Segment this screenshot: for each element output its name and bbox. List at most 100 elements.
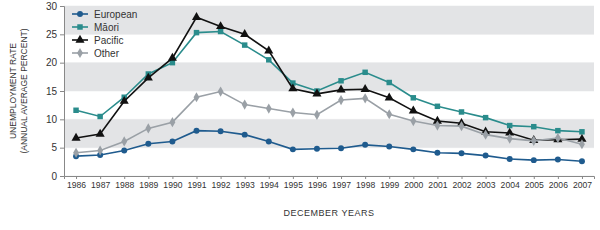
x-tick: 2001 [428, 176, 447, 190]
x-tick: 2003 [477, 176, 496, 190]
y-tick: 15 [46, 86, 64, 97]
data-point [555, 128, 560, 133]
x-tick-mark [317, 176, 318, 179]
legend-item: Pacific [72, 35, 123, 46]
y-tick-label: 5 [51, 142, 57, 153]
data-point [96, 129, 105, 137]
x-tick-mark [148, 176, 149, 179]
data-point [507, 134, 513, 144]
data-point [531, 136, 537, 146]
y-tick-mark [60, 91, 64, 92]
x-tick: 2002 [452, 176, 471, 190]
grid-line [64, 34, 594, 35]
x-tick: 1991 [187, 176, 206, 190]
data-point [459, 109, 464, 114]
data-point [218, 29, 223, 34]
series-line [76, 17, 582, 140]
y-tick-mark [60, 119, 64, 120]
x-axis-line [65, 177, 595, 180]
chart: 0 5 10 15 20 25 30 1986 1987 1988 1989 1990 1991 1992… [0, 0, 600, 230]
data-point [73, 148, 79, 158]
legend-item: European [72, 9, 137, 20]
x-tick-label: 1993 [236, 180, 255, 190]
x-tick: 1987 [91, 176, 110, 190]
x-tick-label: 1999 [380, 180, 399, 190]
x-tick-mark [582, 176, 583, 179]
y-axis-title: UNEMPLOYMENT RATE(ANNUAL AVERAGE PERCENT… [8, 28, 29, 153]
y-tick-mark [60, 34, 64, 35]
data-point [194, 30, 199, 35]
data-point [434, 120, 440, 130]
data-point [242, 42, 247, 47]
data-point [312, 89, 321, 97]
legend-label: European [94, 9, 137, 20]
x-tick-label: 1989 [139, 180, 158, 190]
data-point [555, 157, 561, 163]
x-tick-label: 2005 [525, 180, 544, 190]
y-tick: 10 [46, 114, 64, 125]
data-point [459, 150, 465, 156]
x-tick-label: 2002 [452, 180, 471, 190]
x-tick-mark [510, 176, 511, 179]
data-point [579, 158, 585, 164]
series-line [76, 32, 582, 132]
x-tick: 2006 [549, 176, 568, 190]
x-tick-label: 2007 [573, 180, 592, 190]
data-point [266, 57, 271, 62]
data-point [169, 138, 175, 144]
x-tick-label: 1986 [67, 180, 86, 190]
data-point [120, 96, 129, 104]
x-tick-label: 1997 [332, 180, 351, 190]
x-tick-label: 1996 [308, 180, 327, 190]
x-tick-label: 1998 [356, 180, 375, 190]
x-tick: 2005 [525, 176, 544, 190]
data-point [288, 83, 297, 91]
grid-band [64, 119, 594, 147]
y-tick-label: 0 [51, 171, 57, 182]
data-point [71, 133, 80, 141]
y-tick-label: 10 [46, 114, 58, 125]
grid-line [64, 119, 594, 120]
x-tick-mark [124, 176, 125, 179]
x-tick-label: 2004 [501, 180, 520, 190]
data-point [386, 80, 391, 85]
grid-band [64, 6, 594, 34]
data-point [531, 157, 537, 163]
data-point [314, 110, 320, 120]
x-tick-label: 1992 [212, 180, 231, 190]
x-tick-mark [221, 176, 222, 179]
x-tick: 1993 [236, 176, 255, 190]
y-tick-label: 25 [46, 29, 58, 40]
x-tick-mark [365, 176, 366, 179]
data-point [169, 117, 175, 127]
x-tick: 1986 [67, 176, 86, 190]
y-tick: 0 [51, 171, 64, 182]
data-point [121, 136, 127, 146]
x-tick-label: 1988 [115, 180, 134, 190]
data-point [385, 93, 394, 101]
x-tick: 1989 [139, 176, 158, 190]
x-tick-label: 2003 [477, 180, 496, 190]
data-point [194, 128, 200, 134]
x-tick: 2007 [573, 176, 592, 190]
x-tick-mark [558, 176, 559, 179]
x-tick-label: 2000 [404, 180, 423, 190]
data-point [483, 153, 489, 159]
data-point [483, 130, 489, 140]
data-point [386, 109, 392, 119]
legend-item: Other [72, 48, 120, 59]
x-tick-mark [341, 176, 342, 179]
x-tick: 1992 [212, 176, 231, 190]
x-tick-mark [172, 176, 173, 179]
data-point [459, 121, 465, 131]
y-tick-label: 20 [46, 57, 58, 68]
data-point [435, 104, 440, 109]
x-tick-mark [486, 176, 487, 179]
x-tick-mark [197, 176, 198, 179]
y-tick-mark [60, 176, 64, 177]
x-tick: 1998 [356, 176, 375, 190]
y-tick: 30 [46, 1, 64, 12]
data-point [483, 115, 488, 120]
y-tick: 5 [51, 142, 64, 153]
x-tick-label: 1990 [163, 180, 182, 190]
